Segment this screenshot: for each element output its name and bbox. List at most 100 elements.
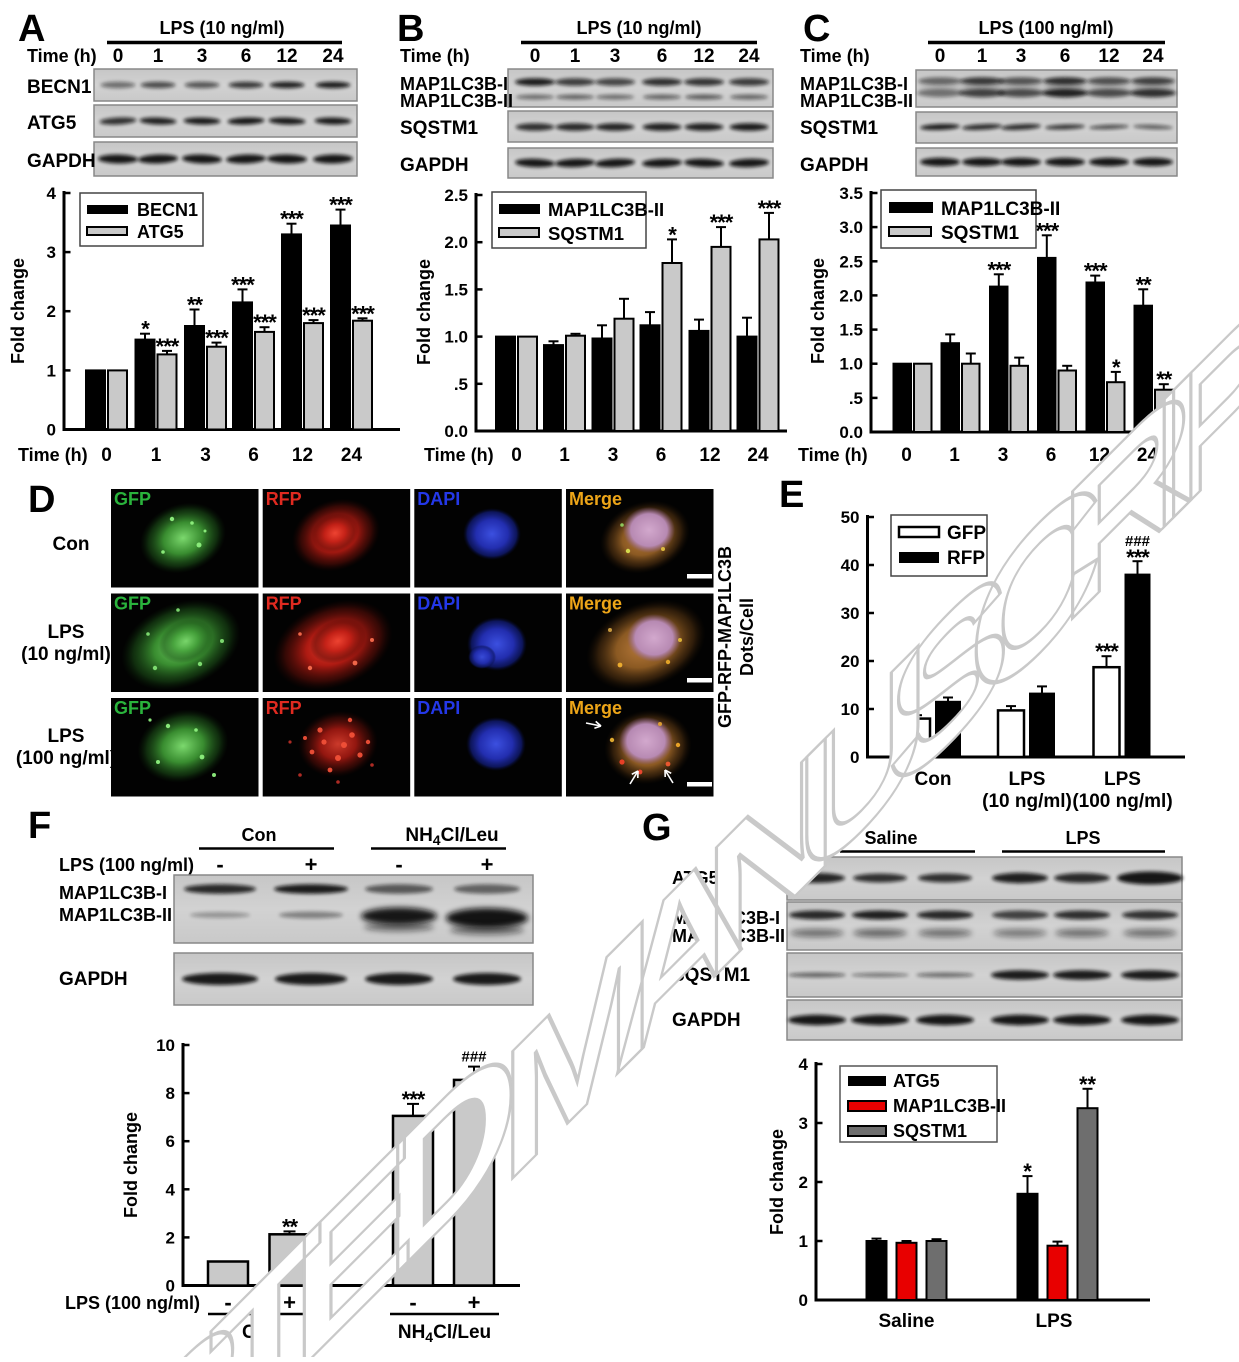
svg-text:Saline: Saline — [864, 828, 917, 848]
svg-text:Time (h): Time (h) — [800, 46, 870, 66]
svg-text:6: 6 — [656, 445, 667, 466]
svg-text:MAP1LC3B-II: MAP1LC3B-II — [800, 91, 913, 111]
svg-text:-: - — [224, 1290, 231, 1315]
svg-text:LPS (10 ng/ml): LPS (10 ng/ml) — [159, 18, 284, 38]
svg-text:SQSTM1: SQSTM1 — [548, 223, 624, 244]
svg-text:Dots/Cell: Dots/Cell — [737, 598, 757, 676]
svg-text:10: 10 — [156, 1036, 175, 1055]
svg-text:***: *** — [710, 210, 734, 235]
svg-text:**: ** — [1156, 367, 1173, 392]
svg-text:GAPDH: GAPDH — [800, 155, 869, 176]
svg-text:MAP1LC3B-II: MAP1LC3B-II — [59, 905, 172, 925]
svg-text:Time (h): Time (h) — [424, 445, 494, 465]
svg-text:Fold change: Fold change — [767, 1129, 787, 1235]
svg-text:40: 40 — [841, 556, 860, 575]
svg-text:LPS: LPS — [48, 622, 85, 643]
svg-text:(100 ng/ml): (100 ng/ml) — [16, 748, 116, 769]
svg-text:***: *** — [402, 1087, 426, 1112]
svg-text:Con: Con — [242, 1322, 279, 1343]
svg-text:SQSTM1: SQSTM1 — [941, 223, 1020, 244]
svg-text:***: *** — [987, 257, 1011, 282]
svg-text:12: 12 — [1098, 46, 1119, 67]
svg-text:0: 0 — [113, 46, 124, 67]
svg-text:3: 3 — [799, 1114, 808, 1133]
svg-text:Time (h): Time (h) — [798, 445, 868, 465]
svg-text:4: 4 — [166, 1180, 176, 1199]
svg-text:1: 1 — [977, 46, 988, 67]
svg-text:50: 50 — [841, 508, 860, 527]
svg-text:MAP1LC3B-II: MAP1LC3B-II — [400, 91, 513, 111]
svg-text:###: ### — [461, 1049, 487, 1066]
svg-text:Merge: Merge — [569, 594, 622, 614]
svg-text:***: *** — [758, 196, 782, 221]
svg-text:12: 12 — [276, 46, 297, 67]
svg-text:Con: Con — [242, 825, 277, 845]
svg-text:***: *** — [156, 334, 180, 359]
svg-text:***: *** — [1084, 259, 1108, 284]
svg-text:BECN1: BECN1 — [137, 200, 198, 220]
svg-text:DAPI: DAPI — [417, 489, 460, 509]
svg-text:GFP: GFP — [114, 698, 151, 718]
svg-text:3: 3 — [1016, 46, 1027, 67]
svg-text:20: 20 — [841, 652, 860, 671]
svg-text:(100 ng/ml): (100 ng/ml) — [1072, 791, 1172, 812]
svg-text:0.0: 0.0 — [444, 422, 468, 441]
svg-text:SQSTM1: SQSTM1 — [800, 118, 879, 139]
svg-text:***: *** — [280, 207, 304, 232]
svg-text:1.0: 1.0 — [839, 355, 863, 374]
svg-text:BECN1: BECN1 — [27, 77, 92, 98]
svg-text:GAPDH: GAPDH — [400, 155, 469, 176]
svg-text:***: *** — [231, 272, 255, 297]
svg-text:24: 24 — [341, 445, 363, 466]
svg-text:2: 2 — [799, 1173, 808, 1192]
svg-text:***: *** — [253, 310, 277, 335]
svg-text:LPS (10 ng/ml): LPS (10 ng/ml) — [576, 18, 701, 38]
svg-text:4: 4 — [799, 1055, 809, 1074]
svg-text:24: 24 — [1137, 445, 1159, 466]
svg-text:24: 24 — [1142, 46, 1164, 67]
svg-text:Con: Con — [53, 534, 90, 555]
svg-text:1: 1 — [151, 445, 162, 466]
svg-text:12: 12 — [292, 445, 313, 466]
svg-text:ATG5: ATG5 — [672, 868, 719, 888]
svg-text:24: 24 — [322, 46, 344, 67]
svg-text:RFP: RFP — [266, 489, 302, 509]
svg-text:GFP-RFP-MAP1LC3B: GFP-RFP-MAP1LC3B — [715, 546, 735, 728]
svg-text:**: ** — [282, 1214, 299, 1239]
svg-text:***: *** — [205, 326, 229, 351]
svg-text:*: * — [1023, 1159, 1032, 1184]
svg-text:LPS: LPS — [1104, 769, 1141, 790]
svg-text:3: 3 — [608, 445, 619, 466]
svg-text:3.5: 3.5 — [839, 184, 863, 203]
svg-text:24: 24 — [738, 46, 760, 67]
svg-text:GFP: GFP — [947, 523, 986, 544]
svg-text:LPS (100 ng/ml): LPS (100 ng/ml) — [978, 18, 1113, 38]
svg-text:+: + — [305, 852, 318, 877]
svg-text:0: 0 — [799, 1291, 808, 1310]
svg-text:Fold change: Fold change — [414, 259, 434, 365]
svg-text:RFP: RFP — [266, 594, 302, 614]
svg-text:MAP1LC3B-I: MAP1LC3B-I — [800, 74, 908, 94]
svg-text:GFP: GFP — [114, 594, 151, 614]
svg-text:6: 6 — [241, 46, 252, 67]
svg-text:A: A — [18, 8, 45, 50]
svg-text:LPS: LPS — [1065, 828, 1100, 848]
svg-text:MAP1LC3B-I: MAP1LC3B-I — [59, 883, 167, 903]
svg-text:Saline: Saline — [879, 1311, 935, 1332]
svg-text:1.5: 1.5 — [444, 280, 468, 299]
svg-text:SQSTM1: SQSTM1 — [893, 1121, 967, 1141]
svg-text:0: 0 — [901, 445, 912, 466]
svg-text:MAP1LC3B-II: MAP1LC3B-II — [672, 926, 785, 946]
svg-text:12: 12 — [1089, 445, 1110, 466]
svg-text:NH4Cl/Leu: NH4Cl/Leu — [405, 825, 498, 848]
svg-text:***: *** — [1126, 545, 1150, 570]
svg-text:0: 0 — [511, 445, 522, 466]
svg-text:ATG5: ATG5 — [893, 1071, 940, 1091]
svg-text:1: 1 — [570, 46, 581, 67]
svg-text:GAPDH: GAPDH — [27, 151, 96, 172]
svg-text:G: G — [642, 807, 672, 849]
svg-text:F: F — [28, 805, 51, 847]
svg-text:3.0: 3.0 — [839, 218, 863, 237]
svg-text:-: - — [216, 852, 223, 877]
svg-text:8: 8 — [166, 1084, 175, 1103]
